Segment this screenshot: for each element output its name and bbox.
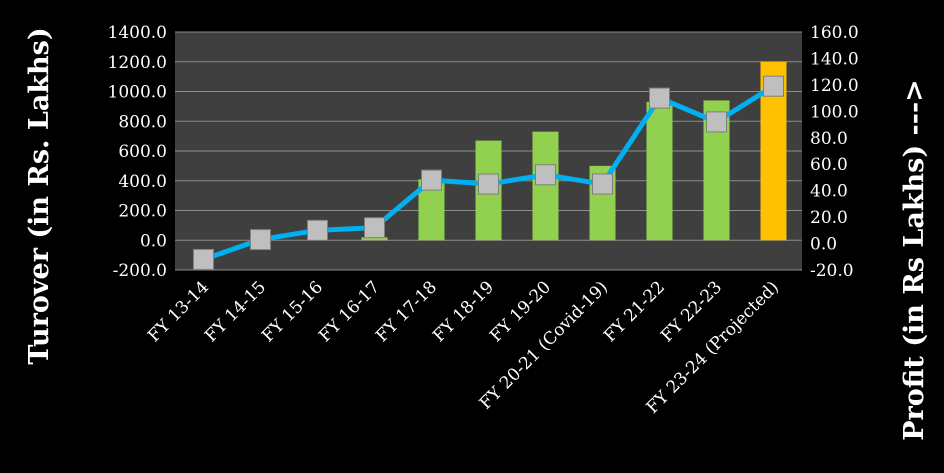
profit-marker [763, 75, 784, 97]
profit-marker [649, 87, 670, 109]
right-tick-label: 60.0 [810, 155, 848, 175]
turnover-bar [361, 237, 388, 241]
right-tick-label: 0.0 [810, 235, 837, 255]
profit-marker [478, 173, 499, 195]
left-axis-title: Turover (in Rs. Lakhs) [24, 27, 55, 364]
profit-marker [364, 217, 385, 239]
left-tick-label: 0.0 [140, 231, 167, 251]
profit-marker [307, 219, 328, 241]
profit-marker [706, 111, 727, 133]
left-tick-label: 800.0 [118, 112, 167, 132]
left-tick-label: -200.0 [113, 261, 167, 281]
left-axis-ticks: 1400.0 1200.0 1000.0 800.0 600.0 400.0 200.0 0.… [108, 23, 167, 281]
right-tick-label: 140.0 [810, 49, 859, 69]
right-tick-label: 20.0 [810, 208, 848, 228]
right-tick-label: 100.0 [810, 102, 859, 122]
turnover-bar [532, 131, 559, 241]
right-axis-title: Profit (in Rs Lakhs) ---> [899, 79, 930, 441]
left-tick-label: 600.0 [118, 142, 167, 162]
right-tick-label: 80.0 [810, 129, 848, 149]
profit-marker [250, 229, 271, 251]
left-tick-label: 1400.0 [108, 23, 167, 43]
profit-markers [193, 75, 784, 270]
left-tick-label: 1200.0 [108, 53, 167, 73]
profit-marker [193, 248, 214, 270]
left-tick-label: 1000.0 [108, 83, 167, 103]
right-tick-label: 40.0 [810, 182, 848, 202]
turnover-bar [646, 101, 673, 241]
profit-marker [592, 173, 613, 195]
profit-marker [421, 169, 442, 191]
right-tick-label: 120.0 [810, 76, 859, 96]
right-tick-label: 160.0 [810, 23, 859, 43]
left-tick-label: 400.0 [118, 172, 167, 192]
right-axis-ticks: 160.0 140.0 120.0 100.0 80.0 60.0 40.0 20.0 0.0 -… [810, 23, 859, 281]
profit-marker [535, 164, 556, 186]
left-tick-label: 200.0 [118, 202, 167, 222]
right-tick-label: -20.0 [810, 261, 854, 281]
